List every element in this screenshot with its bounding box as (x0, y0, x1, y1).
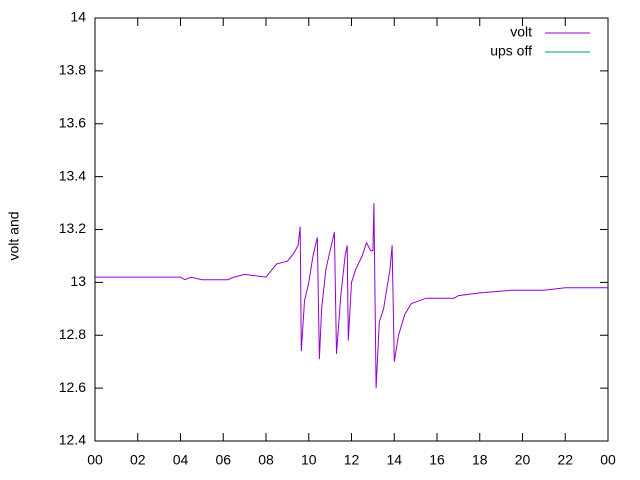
x-tick-label: 06 (215, 452, 231, 468)
x-tick-label: 20 (515, 452, 531, 468)
x-tick-label: 00 (87, 452, 103, 468)
x-tick-label: 22 (557, 452, 573, 468)
legend-label: ups off (490, 43, 532, 59)
y-tick-label: 12.6 (59, 379, 86, 395)
legend-label: volt (510, 24, 532, 40)
x-tick-label: 04 (173, 452, 189, 468)
y-tick-label: 13.8 (59, 62, 86, 78)
y-tick-label: 13 (70, 273, 86, 289)
y-tick-label: 12.4 (59, 432, 86, 448)
x-tick-label: 02 (130, 452, 146, 468)
x-tick-label: 16 (429, 452, 445, 468)
x-tick-label: 10 (301, 452, 317, 468)
y-tick-label: 12.8 (59, 326, 86, 342)
series-line (95, 203, 608, 389)
x-tick-label: 18 (472, 452, 488, 468)
y-tick-label: 13.2 (59, 220, 86, 236)
y-tick-label: 13.6 (59, 114, 86, 130)
y-tick-label: 13.4 (59, 167, 86, 183)
x-tick-label: 12 (344, 452, 360, 468)
x-tick-label: 00 (600, 452, 616, 468)
y-axis-label: volt and (6, 211, 22, 260)
plot-border (94, 17, 609, 442)
y-tick-label: 14 (70, 9, 86, 25)
x-tick-label: 08 (258, 452, 274, 468)
x-tick-label: 14 (386, 452, 402, 468)
